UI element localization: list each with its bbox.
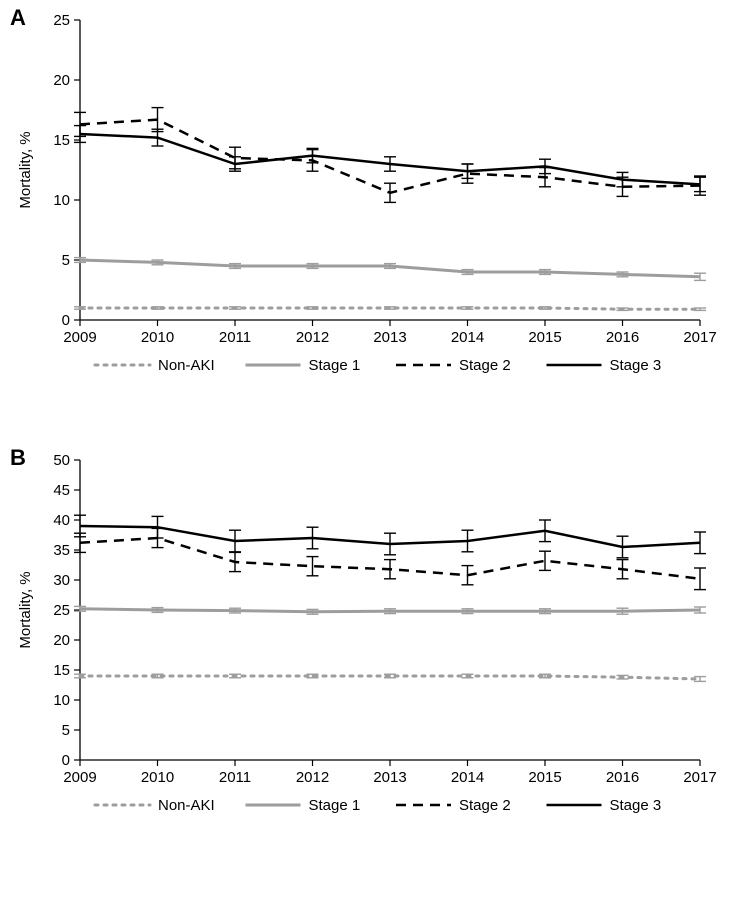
svg-text:2011: 2011 <box>219 769 251 786</box>
svg-text:2015: 2015 <box>528 329 561 346</box>
svg-text:Stage 2: Stage 2 <box>459 797 511 814</box>
svg-text:Stage 2: Stage 2 <box>459 357 511 374</box>
svg-text:0: 0 <box>62 312 70 329</box>
svg-text:20: 20 <box>53 632 70 649</box>
svg-text:Mortality, %: Mortality, % <box>17 131 34 208</box>
svg-text:2014: 2014 <box>451 769 484 786</box>
svg-text:2015: 2015 <box>528 769 561 786</box>
figure-container: A051015202520092010201120122013201420152… <box>0 0 737 895</box>
svg-text:Stage 1: Stage 1 <box>309 797 361 814</box>
svg-text:2009: 2009 <box>63 769 96 786</box>
svg-text:25: 25 <box>53 12 70 29</box>
svg-text:2016: 2016 <box>606 329 639 346</box>
svg-text:2013: 2013 <box>373 769 406 786</box>
svg-text:0: 0 <box>62 752 70 769</box>
svg-text:5: 5 <box>62 722 70 739</box>
svg-text:40: 40 <box>53 512 70 529</box>
svg-text:A: A <box>10 5 26 30</box>
svg-text:Non-AKI: Non-AKI <box>158 357 215 374</box>
svg-text:B: B <box>10 445 26 470</box>
svg-text:15: 15 <box>53 132 70 149</box>
svg-text:25: 25 <box>53 602 70 619</box>
svg-text:15: 15 <box>53 662 70 679</box>
svg-text:2011: 2011 <box>219 329 251 346</box>
svg-text:50: 50 <box>53 452 70 469</box>
svg-text:2012: 2012 <box>296 769 329 786</box>
svg-text:2010: 2010 <box>141 329 174 346</box>
svg-text:5: 5 <box>62 252 70 269</box>
svg-text:2010: 2010 <box>141 769 174 786</box>
svg-text:45: 45 <box>53 482 70 499</box>
svg-text:2013: 2013 <box>373 329 406 346</box>
svg-text:Stage 3: Stage 3 <box>610 357 662 374</box>
svg-text:Stage 1: Stage 1 <box>309 357 361 374</box>
svg-text:10: 10 <box>53 692 70 709</box>
svg-text:35: 35 <box>53 542 70 559</box>
svg-text:Mortality, %: Mortality, % <box>17 571 34 648</box>
svg-text:2012: 2012 <box>296 329 329 346</box>
svg-text:2016: 2016 <box>606 769 639 786</box>
svg-text:Non-AKI: Non-AKI <box>158 797 215 814</box>
svg-text:2009: 2009 <box>63 329 96 346</box>
svg-text:2017: 2017 <box>683 769 716 786</box>
svg-text:30: 30 <box>53 572 70 589</box>
charts-svg: A051015202520092010201120122013201420152… <box>0 0 737 895</box>
svg-text:Stage 3: Stage 3 <box>610 797 662 814</box>
svg-text:10: 10 <box>53 192 70 209</box>
svg-text:20: 20 <box>53 72 70 89</box>
svg-text:2017: 2017 <box>683 329 716 346</box>
svg-text:2014: 2014 <box>451 329 484 346</box>
